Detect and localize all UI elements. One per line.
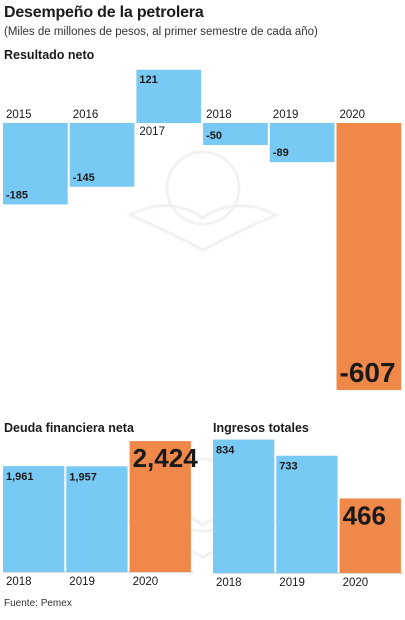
value-label-resultado-2019: -89 [273,147,289,159]
source-note: Fuente: Pemex [4,598,72,609]
year-label-resultado-2015: 2015 [6,109,32,121]
bar-resultado-2019 [269,123,335,163]
chart-title: Desempeño de la petrolera [4,4,204,21]
bar-resultado-2016 [69,123,135,187]
value-label-deuda-2018: 1,961 [6,471,34,483]
value-label-deuda-2019: 1,957 [69,471,97,483]
section-title-resultado: Resultado neto [4,48,95,62]
year-label-ingresos-2019: 2019 [279,577,305,589]
value-label-deuda-2020: 2,424 [133,443,199,473]
value-label-ingresos-2019: 733 [279,461,297,473]
bar-resultado-2017 [136,69,202,123]
bar-resultado-2018 [203,123,268,145]
value-label-ingresos-2020: 466 [343,500,386,530]
year-label-ingresos-2020: 2020 [343,577,369,589]
year-label-deuda-2018: 2018 [6,576,32,588]
bar-resultado-2020 [336,123,402,391]
value-label-resultado-2017: 121 [139,74,157,86]
watermark-top [126,150,280,252]
bar-deuda-2018 [3,466,65,572]
bar-ingresos-2020 [339,498,401,573]
section-title-deuda: Deuda financiera neta [4,421,134,435]
bar-deuda-2020 [129,441,191,572]
bar-ingresos-2018 [213,439,275,573]
chart-subtitle: (Miles de millones de pesos, al primer s… [4,26,318,38]
value-label-resultado-2016: -145 [73,172,95,184]
year-label-resultado-2017: 2017 [139,126,165,138]
value-label-resultado-2020: -607 [340,357,396,388]
bar-deuda-2019 [66,466,128,572]
year-label-resultado-2018: 2018 [206,109,232,121]
value-label-resultado-2018: -50 [206,130,222,142]
year-label-ingresos-2018: 2018 [216,577,242,589]
bar-ingresos-2019 [276,455,338,573]
value-label-resultado-2015: -185 [6,189,28,201]
year-label-resultado-2016: 2016 [73,109,99,121]
section-title-ingresos: Ingresos totales [213,421,309,435]
year-label-deuda-2020: 2020 [133,576,159,588]
value-label-ingresos-2018: 834 [216,445,235,457]
year-label-resultado-2019: 2019 [273,109,299,121]
year-label-deuda-2019: 2019 [69,576,95,588]
year-label-resultado-2020: 2020 [340,109,366,121]
bar-resultado-2015 [3,123,68,205]
